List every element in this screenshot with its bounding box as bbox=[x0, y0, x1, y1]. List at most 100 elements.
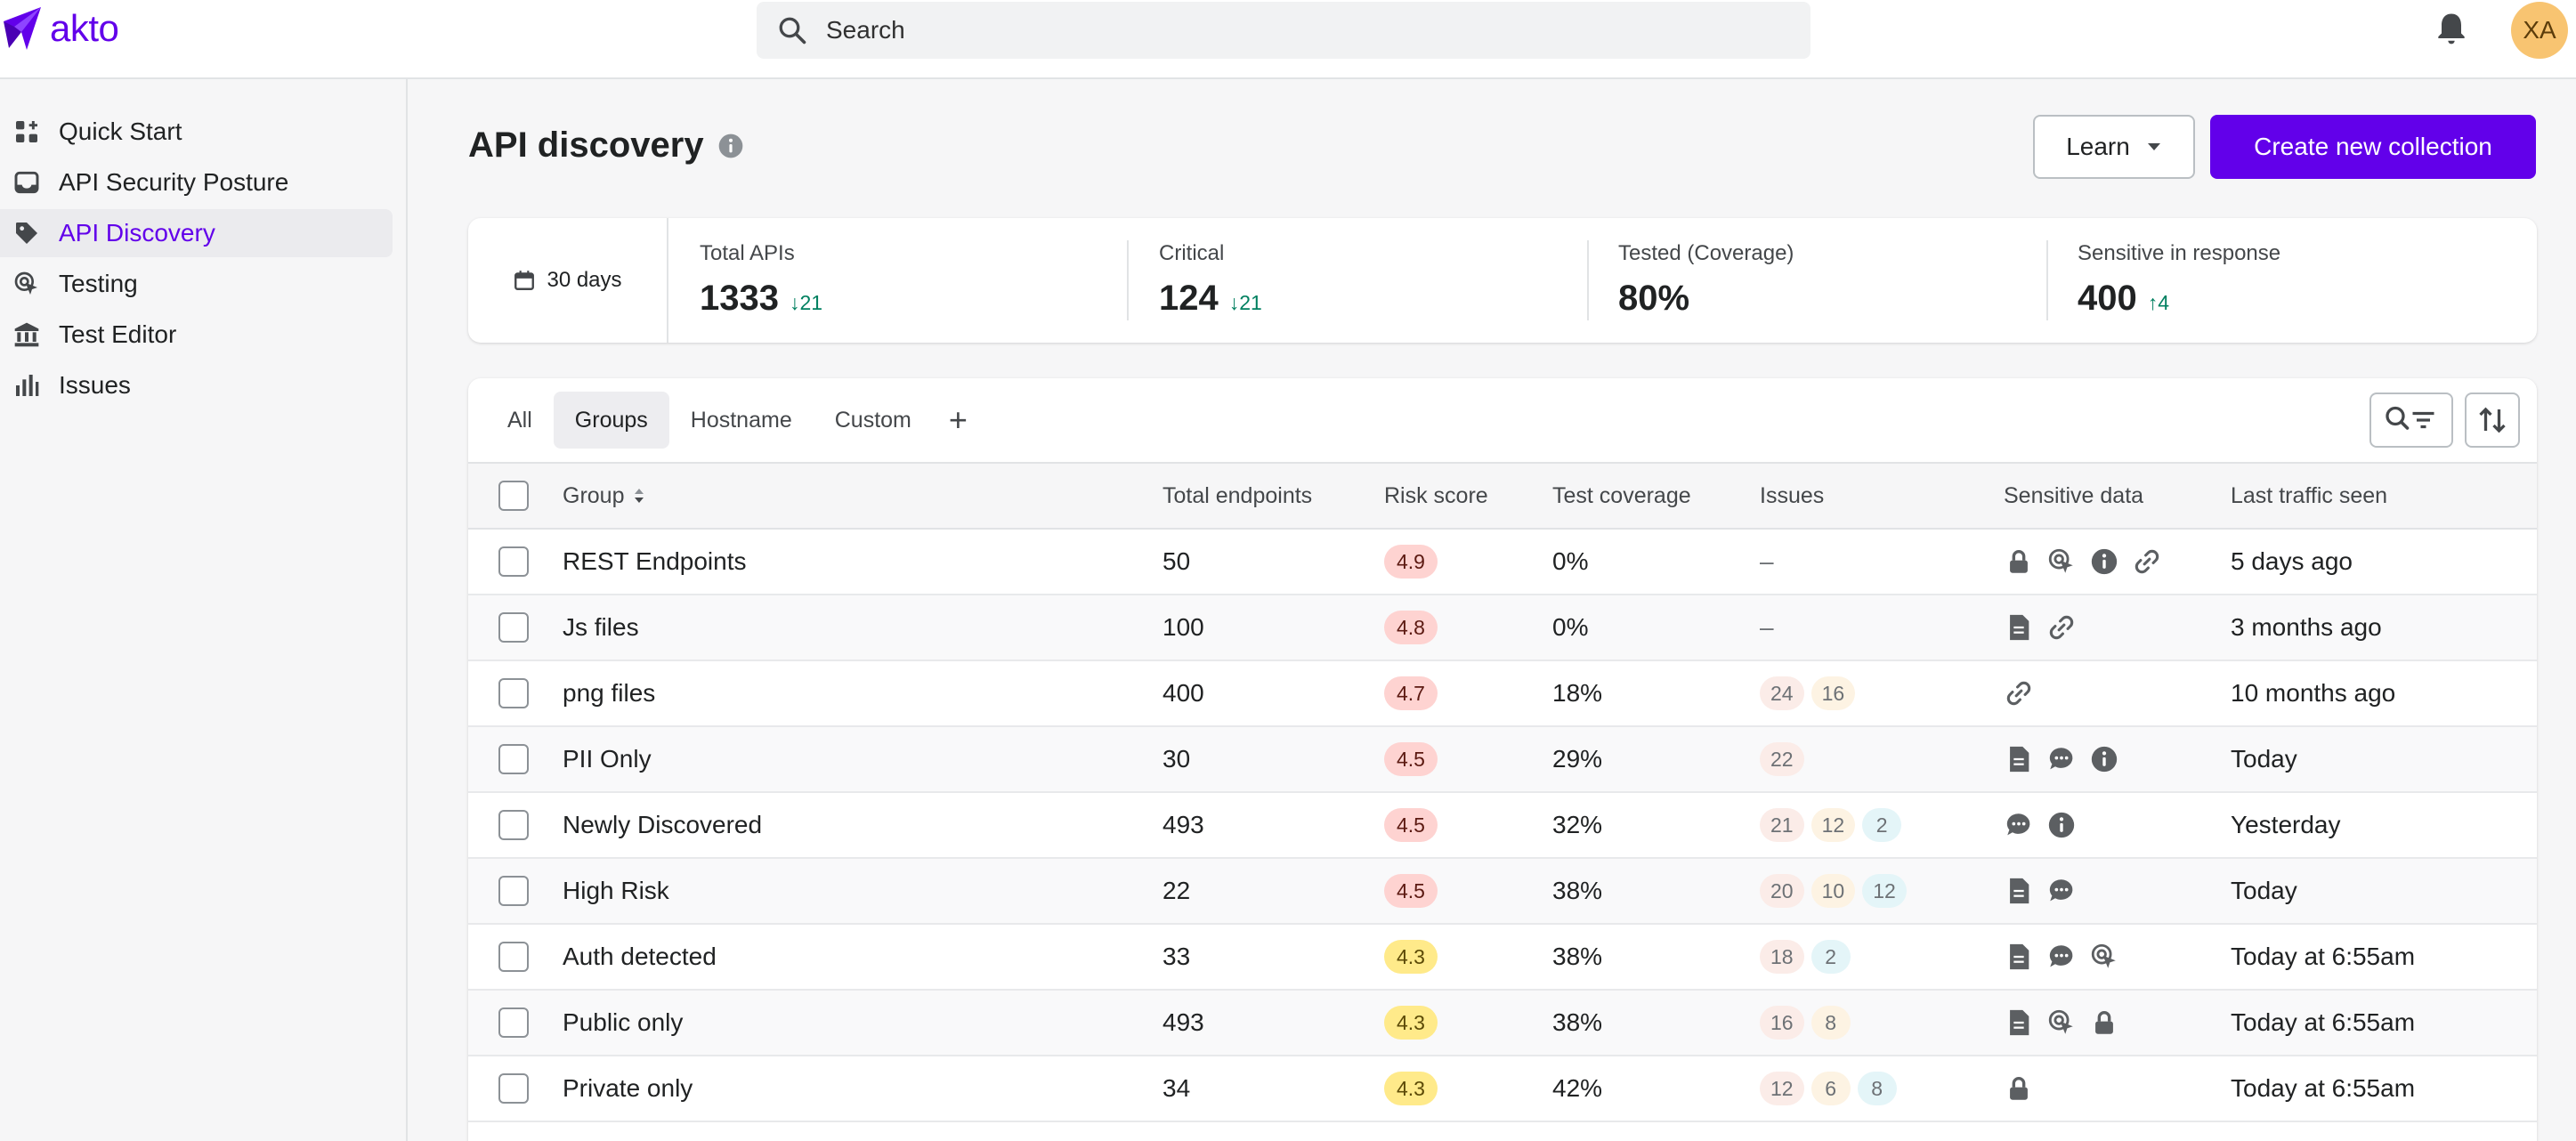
document-icon[interactable] bbox=[2004, 612, 2034, 643]
avatar[interactable]: XA bbox=[2511, 2, 2568, 59]
group-name[interactable]: png files bbox=[563, 679, 656, 707]
row-checkbox[interactable] bbox=[498, 1007, 529, 1038]
tab-groups[interactable]: Groups bbox=[553, 392, 669, 449]
column-total-endpoints[interactable]: Total endpoints bbox=[1162, 482, 1313, 508]
link-icon[interactable] bbox=[2004, 678, 2034, 708]
row-checkbox[interactable] bbox=[498, 546, 529, 577]
table-row[interactable]: REST Endpoints 50 4.9 0% – 5 days ago bbox=[468, 530, 2537, 595]
test-coverage: 29% bbox=[1552, 745, 1603, 773]
select-all-checkbox[interactable] bbox=[498, 481, 529, 511]
stat-divider bbox=[1127, 240, 1129, 320]
search-input[interactable] bbox=[826, 16, 1716, 45]
group-name[interactable]: REST Endpoints bbox=[563, 547, 747, 575]
date-range-picker[interactable]: 30 days bbox=[468, 218, 668, 343]
group-name[interactable]: Public only bbox=[563, 1008, 684, 1036]
tag-icon bbox=[16, 223, 37, 244]
column-issues[interactable]: Issues bbox=[1760, 482, 1825, 508]
group-name[interactable]: High Risk bbox=[563, 877, 669, 904]
sidebar-item-label: Quick Start bbox=[59, 117, 182, 145]
sidebar-item-quick-start[interactable]: Quick Start bbox=[0, 108, 393, 156]
lock-icon[interactable] bbox=[2089, 1007, 2119, 1038]
group-name[interactable]: Auth detected bbox=[563, 943, 717, 970]
chat-icon[interactable] bbox=[2046, 942, 2077, 972]
row-checkbox[interactable] bbox=[498, 612, 529, 643]
chat-icon[interactable] bbox=[2004, 810, 2034, 840]
cursor-target-icon[interactable] bbox=[2046, 1007, 2077, 1038]
search-filter-button[interactable] bbox=[2369, 392, 2453, 448]
search-bar[interactable] bbox=[757, 2, 1810, 59]
sidebar-item-issues[interactable]: Issues bbox=[0, 361, 393, 409]
tab-all[interactable]: All bbox=[507, 407, 532, 433]
cursor-target-icon[interactable] bbox=[2046, 546, 2077, 577]
column-risk-score[interactable]: Risk score bbox=[1384, 482, 1488, 508]
cursor-target-icon[interactable] bbox=[2089, 942, 2119, 972]
group-name[interactable]: PII Only bbox=[563, 745, 652, 773]
stat-total-apis: Total APIs 1333 ↓21 bbox=[700, 218, 822, 343]
info-icon[interactable] bbox=[2046, 810, 2077, 840]
row-checkbox[interactable] bbox=[498, 876, 529, 906]
column-test-coverage[interactable]: Test coverage bbox=[1552, 482, 1691, 508]
total-endpoints: 30 bbox=[1162, 745, 1191, 773]
issue-count-badge: 22 bbox=[1760, 742, 1804, 776]
group-name[interactable]: Newly Discovered bbox=[563, 811, 763, 838]
tab-custom[interactable]: Custom bbox=[834, 407, 911, 433]
table-row[interactable]: Auth detected 33 4.3 38% 18 2 Today at 6:55am bbox=[468, 925, 2537, 991]
row-checkbox[interactable] bbox=[498, 1073, 529, 1104]
sidebar-item-api-security-posture[interactable]: API Security Posture bbox=[0, 158, 393, 206]
sidebar-item-label: API Discovery bbox=[59, 219, 215, 247]
document-icon[interactable] bbox=[2004, 744, 2034, 774]
last-traffic-seen: 5 days ago bbox=[2231, 547, 2353, 575]
link-icon[interactable] bbox=[2046, 612, 2077, 643]
test-coverage: 0% bbox=[1552, 613, 1589, 641]
bell-icon[interactable] bbox=[2432, 9, 2471, 48]
total-endpoints: 400 bbox=[1162, 679, 1204, 707]
row-checkbox[interactable] bbox=[498, 744, 529, 774]
stats-summary: 30 days Total APIs 1333 ↓21 Critical 124 ↓… bbox=[468, 218, 2537, 343]
create-new-collection-button[interactable]: Create new collection bbox=[2210, 115, 2536, 179]
row-checkbox[interactable] bbox=[498, 810, 529, 840]
table-row[interactable]: PII Only 30 4.5 29% 22 Today bbox=[468, 727, 2537, 793]
row-checkbox[interactable] bbox=[498, 942, 529, 972]
add-tab-button[interactable]: + bbox=[948, 401, 968, 438]
chat-icon[interactable] bbox=[2046, 876, 2077, 906]
column-last-traffic-seen[interactable]: Last traffic seen bbox=[2231, 482, 2388, 508]
akto-logo[interactable]: akto bbox=[0, 4, 119, 53]
column-group[interactable]: Group bbox=[563, 464, 645, 528]
sidebar-item-api-discovery[interactable]: API Discovery bbox=[0, 209, 393, 257]
lock-icon[interactable] bbox=[2004, 1073, 2034, 1104]
column-sensitive-data[interactable]: Sensitive data bbox=[2004, 482, 2144, 508]
sidebar-item-testing[interactable]: Testing bbox=[0, 260, 393, 308]
group-name[interactable]: Js files bbox=[563, 613, 639, 641]
table-row[interactable]: Newly Discovered 493 4.5 32% 21 12 2 Yesterday bbox=[468, 793, 2537, 859]
stat-critical: Critical 124 ↓21 bbox=[1159, 218, 1262, 343]
learn-button[interactable]: Learn bbox=[2033, 115, 2195, 179]
stat-divider bbox=[2046, 240, 2048, 320]
table-row[interactable]: Private only 34 4.3 42% 12 6 8 Today at 6:55am bbox=[468, 1056, 2537, 1122]
info-icon[interactable] bbox=[717, 132, 745, 160]
risk-score-badge: 4.5 bbox=[1384, 808, 1438, 842]
lock-icon[interactable] bbox=[2004, 546, 2034, 577]
table-row[interactable]: Js files 100 4.8 0% – 3 months ago bbox=[468, 595, 2537, 661]
total-endpoints: 493 bbox=[1162, 811, 1204, 838]
chat-icon[interactable] bbox=[2046, 744, 2077, 774]
document-icon[interactable] bbox=[2004, 876, 2034, 906]
sort-button[interactable] bbox=[2465, 392, 2520, 448]
table-row[interactable]: png files 400 4.7 18% 24 16 10 months ago bbox=[468, 661, 2537, 727]
document-icon[interactable] bbox=[2004, 942, 2034, 972]
group-name[interactable]: Private only bbox=[563, 1074, 693, 1102]
page-title: API discovery bbox=[468, 125, 745, 166]
risk-score-badge: 4.3 bbox=[1384, 1072, 1438, 1105]
document-icon[interactable] bbox=[2004, 1007, 2034, 1038]
info-icon[interactable] bbox=[2089, 546, 2119, 577]
sidebar-item-test-editor[interactable]: Test Editor bbox=[0, 311, 393, 359]
info-icon[interactable] bbox=[2089, 744, 2119, 774]
sensitive-data-cell bbox=[2004, 925, 2119, 989]
test-coverage: 18% bbox=[1552, 679, 1603, 707]
table-row[interactable]: Public only 493 4.3 38% 16 8 Today at 6:55am bbox=[468, 991, 2537, 1056]
table-row[interactable]: High Risk 22 4.5 38% 20 10 12 Today bbox=[468, 859, 2537, 925]
sensitive-data-cell bbox=[2004, 595, 2077, 660]
tab-hostname[interactable]: Hostname bbox=[690, 407, 792, 433]
paper-plane-icon bbox=[4, 7, 41, 50]
link-icon[interactable] bbox=[2132, 546, 2162, 577]
row-checkbox[interactable] bbox=[498, 678, 529, 708]
